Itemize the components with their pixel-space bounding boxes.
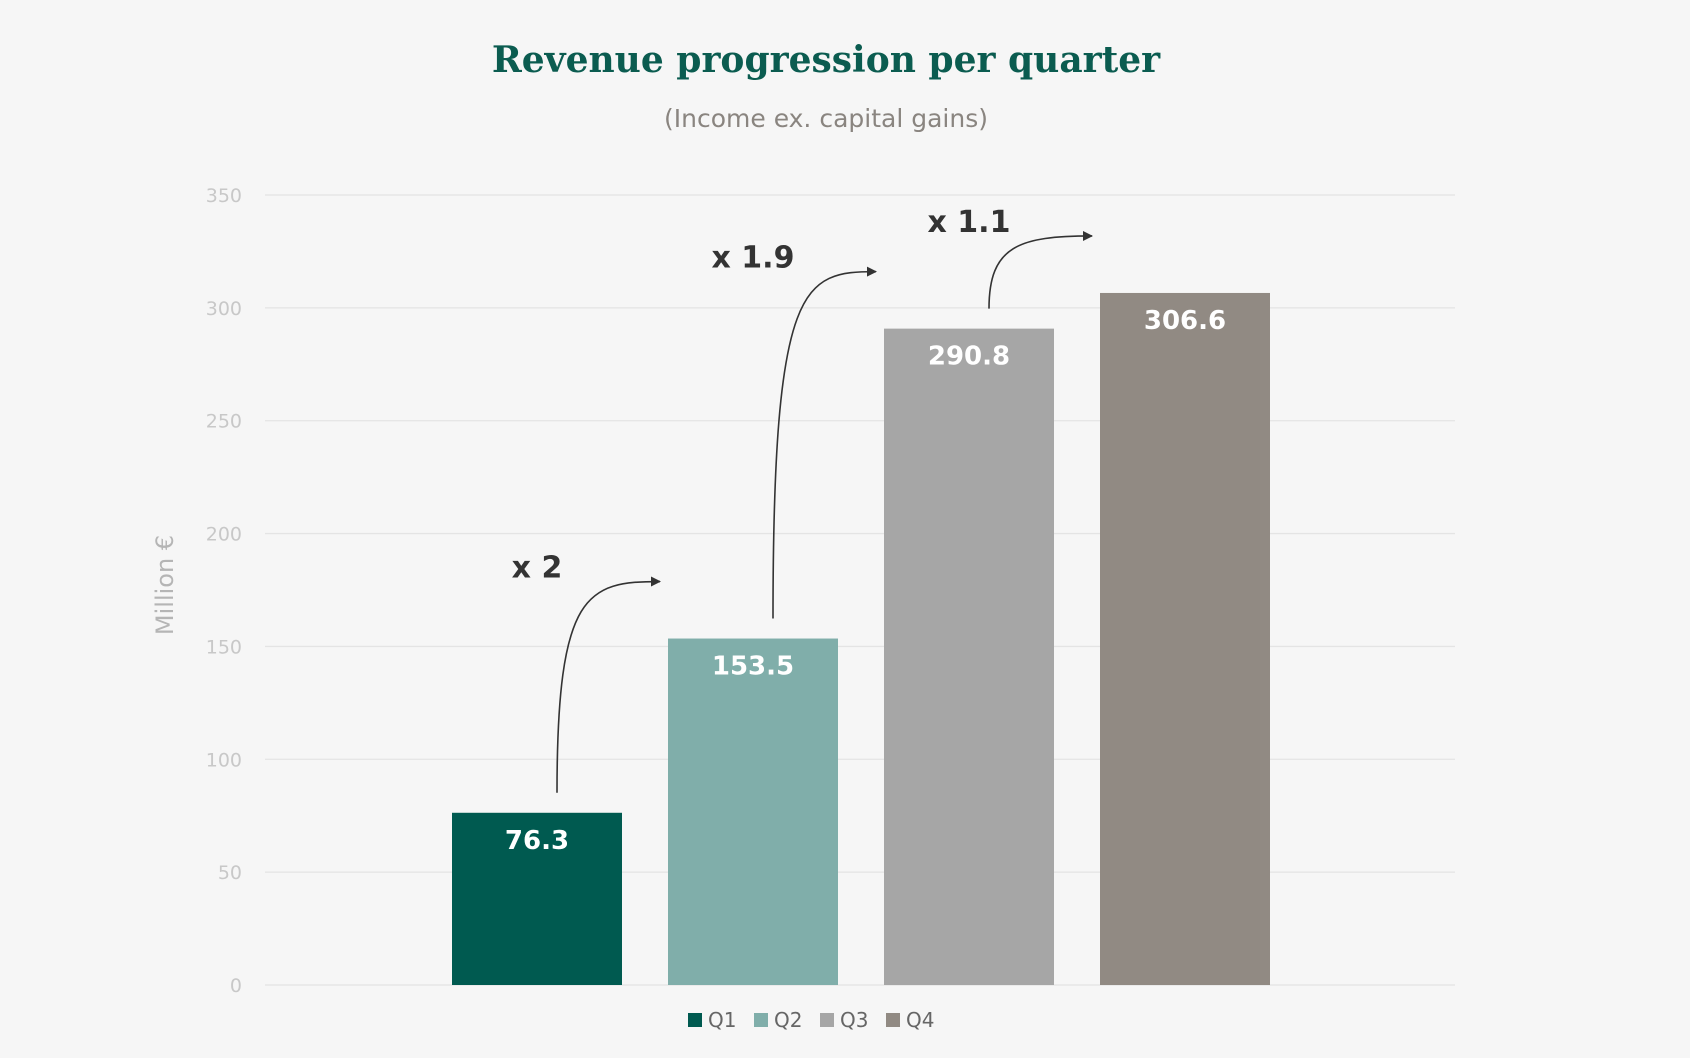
data-label-q3: 290.8 <box>928 342 1010 372</box>
y-tick-label: 100 <box>206 749 242 771</box>
legend-swatch-q1 <box>688 1013 702 1027</box>
data-label-q4: 306.6 <box>1144 306 1226 336</box>
growth-arrow <box>772 266 877 619</box>
growth-arrow <box>556 576 661 793</box>
legend-label-q2: Q2 <box>774 1008 802 1032</box>
multiplier-label: x 1.1 <box>928 205 1011 240</box>
legend: Q1 Q2 Q3 Q4 <box>688 1008 934 1032</box>
data-label-q1: 76.3 <box>505 826 569 856</box>
chart-title: Revenue progression per quarter <box>492 39 1161 81</box>
multiplier-label: x 2 <box>512 551 563 586</box>
bar-q2 <box>668 638 838 985</box>
legend-swatch-q2 <box>754 1013 768 1027</box>
y-tick-label: 200 <box>206 524 242 546</box>
growth-arrows: x 2 x 1.9 x 1.1 <box>512 205 1093 793</box>
bar-q3 <box>884 328 1054 985</box>
data-label-q2: 153.5 <box>712 652 794 682</box>
y-tick-label: 250 <box>206 411 242 433</box>
gridlines: 0 50 100 150 200 250 300 350 <box>206 185 1455 997</box>
bar-q1 <box>452 812 622 985</box>
y-tick-label: 0 <box>230 975 242 997</box>
y-axis-label: Million € <box>151 535 179 635</box>
y-tick-label: 350 <box>206 185 242 207</box>
legend-swatch-q3 <box>820 1013 834 1027</box>
bar-q4 <box>1100 292 1270 986</box>
y-tick-label: 150 <box>206 636 242 658</box>
legend-label-q1: Q1 <box>708 1008 736 1032</box>
growth-arrow <box>988 230 1093 309</box>
chart-subtitle: (Income ex. capital gains) <box>664 104 988 133</box>
legend-swatch-q4 <box>886 1013 900 1027</box>
y-tick-label: 50 <box>218 862 242 884</box>
bars: 76.3 153.5 290.8 306.6 <box>452 292 1270 986</box>
y-tick-label: 300 <box>206 298 242 320</box>
multiplier-label: x 1.9 <box>712 241 795 276</box>
legend-label-q3: Q3 <box>840 1008 868 1032</box>
legend-label-q4: Q4 <box>906 1008 934 1032</box>
